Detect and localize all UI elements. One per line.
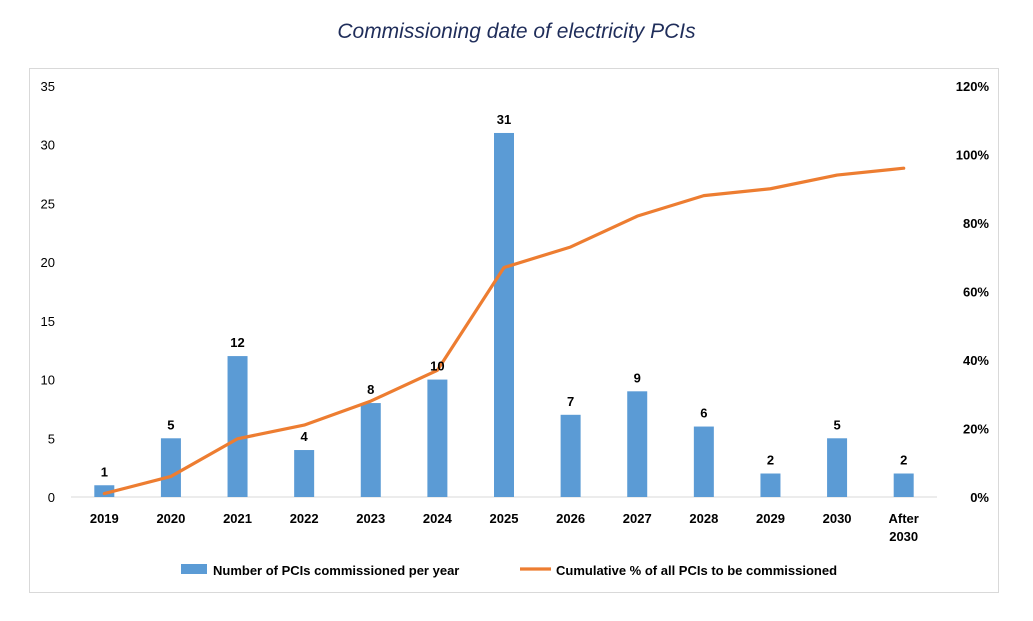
labels: 1 5 12 4 8 10 31 7 9 6 2 5 2 (101, 112, 908, 479)
bar (693, 426, 714, 497)
y-right-tick-label: 20% (963, 422, 989, 437)
y-right-tick-label: 120% (956, 79, 990, 94)
x-tick-label: 2021 (223, 511, 252, 526)
chart-title: Commissioning date of electricity PCIs (337, 20, 696, 43)
bar-data-label: 5 (167, 417, 174, 432)
line-layer (102, 166, 906, 496)
x-tick-label: 2024 (423, 511, 453, 526)
x-tick-label: 2026 (556, 511, 585, 526)
bar (827, 438, 848, 497)
x-tick-label: 2020 (156, 511, 185, 526)
y-right-tick-label: 60% (963, 285, 989, 300)
bar (560, 414, 581, 497)
y-right-tick-label: 80% (963, 216, 989, 231)
x-tick-label: 2025 (490, 511, 519, 526)
y-left-tick-label: 20 (41, 255, 55, 270)
bar-data-label: 5 (833, 417, 840, 432)
legend-line-label: Cumulative % of all PCIs to be commissio… (556, 563, 837, 578)
y-left-tick-label: 15 (41, 314, 55, 329)
bar-data-label: 2 (900, 453, 907, 468)
bar-data-label: 8 (367, 382, 374, 397)
chart-frame (29, 68, 999, 593)
x-tick-label: 2030 (823, 511, 852, 526)
bar-data-label: 31 (497, 112, 511, 127)
bar (427, 379, 448, 497)
x-tick-label: 2029 (756, 511, 785, 526)
bar-data-label: 12 (230, 335, 244, 350)
bar (360, 403, 381, 497)
x-tick-label: 2023 (356, 511, 385, 526)
legend: Number of PCIs commissioned per year Cumu… (181, 563, 837, 578)
bar-data-label: 7 (567, 394, 574, 409)
bar-data-label: 2 (767, 453, 774, 468)
y-left-tick-label: 10 (41, 373, 55, 388)
bar (160, 438, 181, 497)
x-tick-label: 2022 (290, 511, 319, 526)
y-left-tick-label: 30 (41, 138, 55, 153)
bar-data-label: 10 (430, 359, 444, 374)
bar (294, 450, 315, 497)
cumulative-line (102, 166, 906, 496)
bar-data-label: 6 (700, 406, 707, 421)
bars (94, 132, 914, 497)
axes: 051015202530350%20%40%60%80%100%120%2019… (41, 79, 990, 544)
bar-data-label: 9 (634, 370, 641, 385)
bar-data-label: 4 (301, 429, 309, 444)
y-right-tick-label: 0% (970, 490, 989, 505)
y-left-tick-label: 35 (41, 79, 55, 94)
x-tick-label: 2028 (689, 511, 718, 526)
legend-bar-label: Number of PCIs commissioned per year (213, 563, 459, 578)
bar (227, 356, 248, 497)
bar-data-label: 1 (101, 464, 108, 479)
y-right-tick-label: 100% (956, 148, 990, 163)
bar (893, 473, 914, 497)
y-left-tick-label: 0 (48, 490, 55, 505)
y-right-tick-label: 40% (963, 353, 989, 368)
x-tick-label: 2019 (90, 511, 119, 526)
bar (760, 473, 781, 497)
bar (494, 132, 514, 497)
bar (627, 391, 648, 497)
y-left-tick-label: 5 (48, 431, 55, 446)
x-tick-label: 2027 (623, 511, 652, 526)
bar (94, 485, 115, 497)
x-tick-label: After 2030 (889, 511, 919, 544)
legend-bar-swatch (181, 564, 207, 574)
y-left-tick-label: 25 (41, 196, 55, 211)
